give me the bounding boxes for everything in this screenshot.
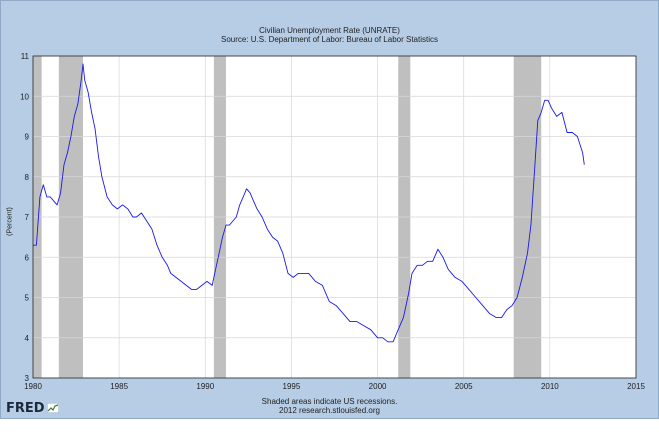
series-line [33,63,585,343]
y-tick-label: 10 [20,92,29,101]
y-tick-label: 5 [25,294,30,303]
x-tick-label: 2000 [369,382,387,391]
y-axis-label-wrap: (Percent) [3,207,17,236]
chart-title: Civilian Unemployment Rate (UNRATE) [259,26,400,35]
chart-subtitle: Source: U.S. Department of Labor: Bureau… [221,35,438,44]
y-axis-label: (Percent) [6,207,14,236]
chart-plot: 3 4 5 6 7 8 9 10 11 1980 1985 1990 1995 2000 2005 2010 2… [20,52,645,391]
y-tick-label: 9 [25,133,30,142]
recession-note: Shaded areas indicate US recessions. [261,397,398,406]
x-tick-label: 1980 [24,382,42,391]
x-tick-label: 1985 [110,382,128,391]
y-tick-label: 8 [25,173,30,182]
y-tick-label: 6 [25,253,30,262]
fred-logo: FRED [6,401,45,416]
y-tick-label: 4 [25,334,30,343]
source-url-note: 2012 research.stlouisfed.org [279,406,380,415]
fred-chart-icon [47,403,59,413]
x-tick-label: 2010 [541,382,559,391]
y-tick-label: 7 [25,213,30,222]
plot-border [32,55,637,379]
y-tick-label: 11 [21,52,30,61]
x-tick-label: 2015 [627,382,645,391]
x-tick-label: 1995 [283,382,301,391]
x-tick-label: 1990 [196,382,214,391]
y-tick-label: 3 [25,374,30,383]
x-tick-label: 2005 [455,382,473,391]
